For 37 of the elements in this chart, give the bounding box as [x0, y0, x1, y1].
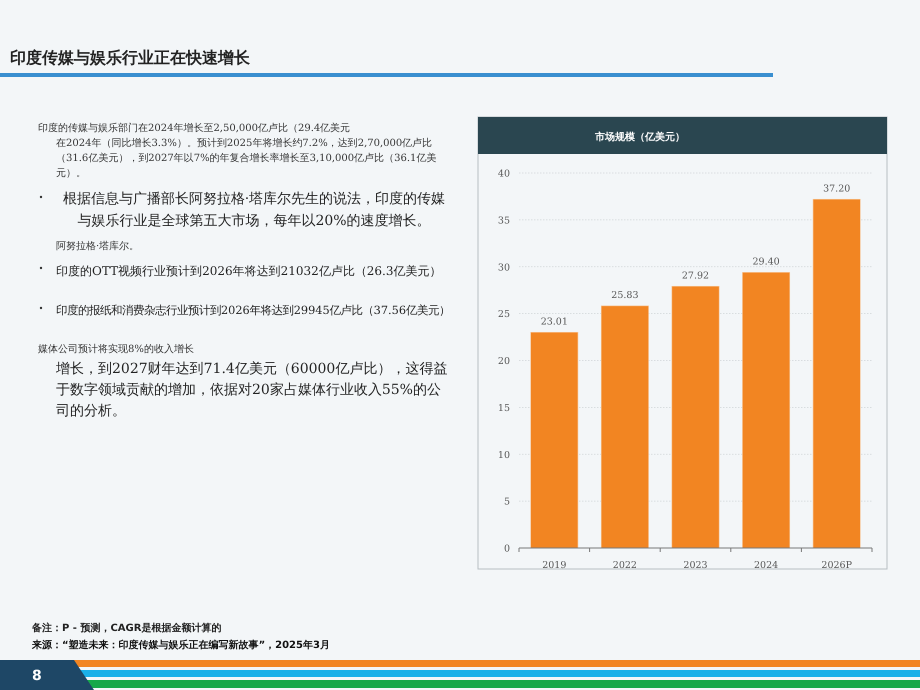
text: 印度传媒与娱乐行业正在快速增长	[10, 48, 251, 67]
bar	[672, 286, 720, 548]
data-label: 29.40	[752, 256, 780, 268]
x-tick-label: 2026P	[821, 560, 853, 571]
text: 备注：P - 预测，CAGR是根据金额计算的	[32, 622, 222, 635]
bar	[600, 306, 649, 548]
y-tick-label: 0	[504, 544, 510, 554]
source-note: 来源：“塑造未来：印度传媒与娱乐正在编写新故事”，2025年3月	[32, 639, 331, 652]
chart-subtitle: 市场规模（亿美元）	[594, 131, 685, 143]
data-label: 27.92	[682, 270, 710, 282]
data-label: 25.83	[611, 290, 638, 301]
bar	[742, 272, 790, 548]
x-tick-label: 2024	[754, 560, 778, 571]
bar	[530, 332, 578, 548]
y-tick-label: 35	[498, 215, 510, 226]
bar	[812, 198, 861, 548]
y-tick-label: 15	[498, 402, 510, 414]
x-tick-label: 2022	[612, 560, 637, 571]
y-tick-label: 10	[498, 450, 510, 461]
y-tick-label: 30	[498, 262, 510, 274]
y-tick-label: 40	[498, 168, 510, 180]
text: 印度的OTT视频行业预计到2026年将达到21032亿卢比（26.3亿美元）	[56, 263, 442, 280]
text: 8	[32, 667, 43, 686]
text: 根据信息与广播部长阿努拉格·塔库尔先生的说法，印度的传媒与娱乐行业是全球第五大市场，每年以20%的速度增长。	[62, 190, 446, 231]
x-tick-label: 2023	[683, 560, 708, 571]
text: 印度的传媒与娱乐部门在2024年增长至2,50,000亿卢比（29.4亿美元	[38, 122, 352, 136]
x-tick-label: 2019	[542, 560, 566, 571]
text: 增长，到2027财年达到71.4亿美元（60000亿卢比），这得益于数字领域贡献的增加，依据对20家占媒体行业收入55%的公司的分析。	[56, 360, 448, 421]
y-tick-label: 5	[504, 496, 510, 508]
data-label: 37.20	[823, 183, 850, 194]
text: 印度的报纸和消费杂志行业预计到2026年将达到29945亿卢比（37.56亿美元）	[56, 303, 452, 319]
text: 阿努拉格·塔库尔。	[56, 240, 140, 254]
data-label: 23.01	[540, 316, 568, 328]
y-tick-label: 20	[498, 356, 510, 367]
text: 在2024年（同比增长3.3%）。预计到2025年将增长约7.2%，达到2,70,000亿卢比（31.6亿美元），到2027年以7%的年复合增长率增长至3,10,000亿卢比（36.1亿美元）。	[56, 136, 438, 181]
text: 媒体公司预计将实现8%的收入增长	[38, 343, 195, 357]
y-tick-label: 25	[498, 309, 510, 320]
